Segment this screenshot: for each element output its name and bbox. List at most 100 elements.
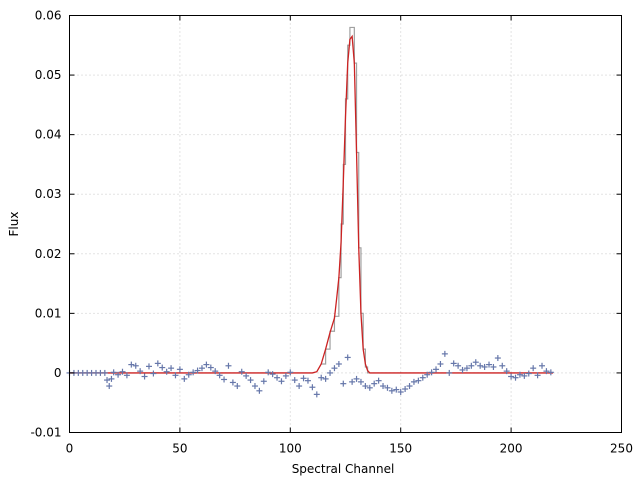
residual-point <box>525 370 532 377</box>
residual-point <box>371 380 378 387</box>
residual-point <box>172 372 179 379</box>
series-layer <box>66 26 554 398</box>
residual-point <box>543 368 550 375</box>
residual-point <box>190 369 197 376</box>
residual-point <box>362 383 369 390</box>
residual-point <box>375 377 382 384</box>
residual-point <box>296 383 303 390</box>
residual-point <box>101 369 108 376</box>
residual-point <box>229 379 236 386</box>
residual-point <box>216 372 223 379</box>
residual-point <box>145 363 152 370</box>
residual-point <box>433 366 440 373</box>
residual-point <box>437 360 444 367</box>
residual-point <box>406 383 413 390</box>
residual-point <box>128 361 135 368</box>
residual-point <box>331 365 338 372</box>
y-tick-label: 0.01 <box>35 306 62 320</box>
residual-point <box>260 378 267 385</box>
residual-point <box>203 361 210 368</box>
residual-point <box>132 362 139 369</box>
residual-point <box>150 370 157 377</box>
residual-point <box>123 372 130 379</box>
residual-point <box>181 375 188 382</box>
residual-point <box>455 362 462 369</box>
residual-point <box>516 371 523 378</box>
spectrum-series <box>321 26 370 374</box>
residual-point <box>463 365 470 372</box>
residual-point <box>410 378 417 385</box>
residual-point <box>287 369 294 376</box>
residual-point <box>335 360 342 367</box>
residual-point <box>344 354 351 361</box>
residual-point <box>419 374 426 381</box>
residual-point <box>349 378 356 385</box>
residual-point <box>234 383 241 390</box>
residual-point <box>477 362 484 369</box>
residual-point <box>256 387 263 394</box>
y-tick-label: 0.04 <box>35 128 62 142</box>
residual-point <box>269 371 276 378</box>
residual-point <box>221 376 228 383</box>
residual-point <box>185 371 192 378</box>
residual-point <box>154 360 161 367</box>
y-tick-label: 0.02 <box>35 247 62 261</box>
residual-point <box>428 369 435 376</box>
residual-point <box>265 369 272 376</box>
residual-point <box>106 383 113 390</box>
residual-point <box>304 377 311 384</box>
residual-point <box>472 359 479 366</box>
x-axis-title: Spectral Channel <box>292 462 395 476</box>
residual-point <box>393 386 400 393</box>
residual-point <box>313 391 320 398</box>
residual-point <box>212 368 219 375</box>
residual-point <box>137 368 144 375</box>
residual-point <box>490 363 497 370</box>
residual-point <box>238 368 245 375</box>
residual-point <box>327 369 334 376</box>
residual-point <box>521 372 528 379</box>
residual-point <box>322 375 329 382</box>
residual-point <box>207 364 214 371</box>
y-axis-title: Flux <box>7 212 21 237</box>
residual-point <box>163 368 170 375</box>
residual-point <box>486 361 493 368</box>
residual-point <box>539 362 546 369</box>
residual-point <box>547 369 554 376</box>
residual-point <box>340 380 347 387</box>
residual-point <box>459 366 466 373</box>
residual-point <box>441 350 448 357</box>
residual-point <box>353 375 360 382</box>
residual-point <box>274 374 281 381</box>
residual-point <box>194 367 201 374</box>
x-tick-label: 0 <box>66 442 74 456</box>
residual-point <box>481 363 488 370</box>
residual-point <box>494 355 501 362</box>
residual-point <box>300 375 307 382</box>
x-tick-label: 200 <box>500 442 523 456</box>
residual-point <box>225 362 232 369</box>
residual-point <box>450 360 457 367</box>
residual-point <box>318 374 325 381</box>
residual-point <box>291 377 298 384</box>
residual-point <box>534 372 541 379</box>
residual-point <box>141 373 148 380</box>
residual-point <box>397 388 404 395</box>
residual-point <box>104 377 111 384</box>
residual-point <box>388 387 395 394</box>
residual-point <box>282 372 289 379</box>
y-tick-label: 0 <box>54 366 62 380</box>
residual-point <box>415 377 422 384</box>
plot-frame <box>69 15 622 433</box>
x-tick-label: 250 <box>610 442 633 456</box>
residual-point <box>247 377 254 384</box>
y-tick-label: 0.06 <box>35 9 62 23</box>
residual-point <box>402 386 409 393</box>
residual-point <box>251 383 258 390</box>
residual-point <box>530 365 537 372</box>
residual-point <box>446 369 453 376</box>
residual-point <box>357 378 364 385</box>
residual-point <box>309 384 316 391</box>
residual-point <box>468 362 475 369</box>
residual-point <box>424 371 431 378</box>
